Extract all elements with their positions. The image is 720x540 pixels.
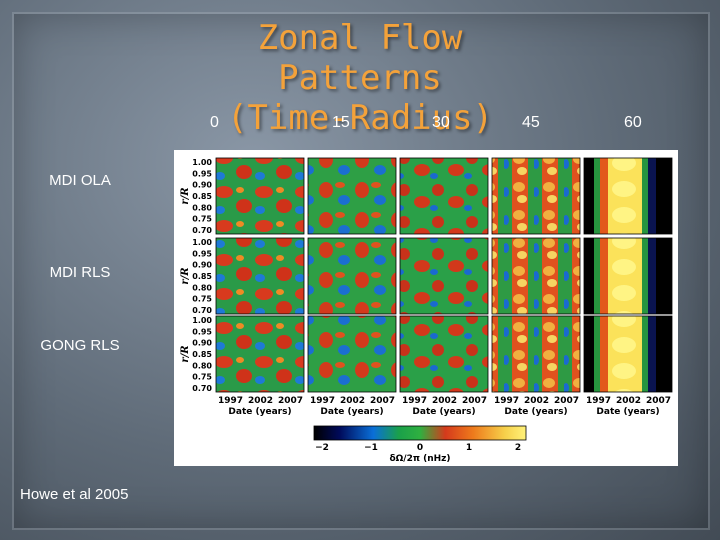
ytick-row-0-6: 0.70: [192, 226, 212, 235]
ytick-row-0-5: 0.75: [192, 215, 212, 224]
ytick-row-2-0: 1.00: [192, 316, 212, 325]
panel-1-4: [583, 237, 673, 315]
title-line-1: Zonal Flow Patterns: [257, 18, 463, 98]
panel-0-4: [583, 157, 673, 235]
zonal-flow-figure: r/R 1.00 0.95 0.90 0.85 0.80 0.75 0.70 r/R 1.00 0.…: [174, 150, 678, 466]
panel-2-2: [399, 315, 489, 393]
xtick-0-1: 2002: [248, 396, 273, 406]
ytick-row-0-1: 0.95: [192, 169, 212, 178]
ylabel-row-0: r/R: [180, 187, 191, 204]
xtick-0-2: 2007: [278, 396, 303, 406]
row-label-mdi-ola: MDI OLA: [49, 172, 111, 189]
colorbar: [313, 425, 527, 441]
ylabel-row-1: r/R: [180, 267, 191, 284]
slide-title: Zonal Flow Patterns (Time-Radius): [170, 18, 550, 138]
ytick-row-2-2: 0.90: [192, 339, 212, 348]
figure-svg: r/R1.000.950.900.850.800.750.70r/R1.000.…: [180, 157, 673, 464]
ylabel-row-2: r/R: [180, 345, 191, 362]
xtick-2-0: 1997: [402, 396, 427, 406]
xtick-3-1: 2002: [524, 396, 549, 406]
panel-0-2: [399, 157, 489, 235]
ytick-row-2-4: 0.80: [192, 361, 212, 370]
xtick-1-0: 1997: [310, 396, 335, 406]
ytick-row-2-1: 0.95: [192, 327, 212, 336]
row-label-mdi-rls: MDI RLS: [49, 264, 111, 281]
panel-0-3: [491, 157, 581, 235]
colorbar-tick-0: −2: [315, 443, 329, 453]
ytick-row-2-3: 0.85: [192, 350, 212, 359]
citation: Howe et al 2005: [20, 486, 129, 503]
row-label-gong-rls: GONG RLS: [40, 337, 120, 354]
panel-2-1: [307, 315, 397, 393]
xtick-3-2: 2007: [554, 396, 579, 406]
xtick-2-1: 2002: [432, 396, 457, 406]
xlabel-1: Date (years): [320, 407, 383, 417]
panel-0-0: [215, 157, 305, 235]
xtick-4-2: 2007: [646, 396, 671, 406]
ytick-row-0-3: 0.85: [192, 192, 212, 201]
xtick-4-0: 1997: [586, 396, 611, 406]
panel-1-3: [491, 237, 581, 315]
colorbar-tick-4: 2: [515, 443, 521, 453]
ytick-row-2-5: 0.75: [192, 373, 212, 382]
colorbar-tick-2: 0: [417, 443, 423, 453]
ytick-row-0-0: 1.00: [192, 158, 212, 167]
panel-1-1: [307, 237, 397, 315]
column-label-0: 0: [210, 114, 219, 131]
xtick-1-1: 2002: [340, 396, 365, 406]
xlabel-2: Date (years): [412, 407, 475, 417]
panel-2-3: [491, 315, 581, 393]
ytick-row-1-1: 0.95: [192, 249, 212, 258]
column-label-60: 60: [624, 114, 642, 131]
ytick-row-1-4: 0.80: [192, 283, 212, 292]
panel-1-0: [215, 237, 305, 315]
panel-1-2: [399, 237, 489, 315]
ytick-row-1-3: 0.85: [192, 272, 212, 281]
ytick-row-1-2: 0.90: [192, 261, 212, 270]
colorbar-label: δΩ/2π (nHz): [389, 454, 450, 464]
xtick-2-2: 2007: [462, 396, 487, 406]
ytick-row-2-6: 0.70: [192, 384, 212, 393]
xlabel-3: Date (years): [504, 407, 567, 417]
panel-2-4: [583, 315, 673, 393]
ytick-row-0-2: 0.90: [192, 181, 212, 190]
xtick-4-1: 2002: [616, 396, 641, 406]
xtick-1-2: 2007: [370, 396, 395, 406]
ytick-row-0-4: 0.80: [192, 203, 212, 212]
xlabel-4: Date (years): [596, 407, 659, 417]
title-line-2: (Time-Radius): [226, 98, 494, 138]
ytick-row-1-6: 0.70: [192, 306, 212, 315]
ytick-row-1-5: 0.75: [192, 295, 212, 304]
colorbar-tick-1: −1: [364, 443, 378, 453]
panel-2-0: [215, 315, 305, 393]
xtick-3-0: 1997: [494, 396, 519, 406]
column-label-45: 45: [522, 114, 540, 131]
ytick-row-1-0: 1.00: [192, 238, 212, 247]
xlabel-0: Date (years): [228, 407, 291, 417]
panel-0-1: [307, 157, 397, 235]
colorbar-tick-3: 1: [466, 443, 472, 453]
column-label-30: 30: [432, 114, 450, 131]
xtick-0-0: 1997: [218, 396, 243, 406]
column-label-15: 15: [332, 114, 350, 131]
